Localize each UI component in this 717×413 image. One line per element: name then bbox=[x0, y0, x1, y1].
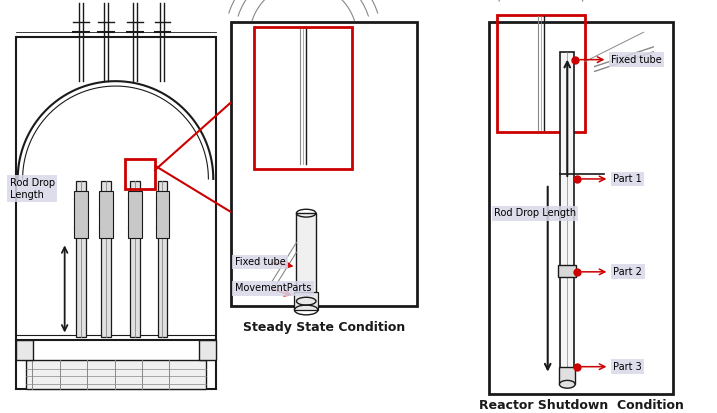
Text: MovementParts: MovementParts bbox=[234, 283, 311, 294]
Bar bbox=[101, 181, 110, 337]
Bar bbox=[99, 191, 113, 237]
Bar bbox=[231, 22, 417, 306]
Text: Rod Drop Length: Rod Drop Length bbox=[494, 208, 576, 218]
Text: Fixed tube: Fixed tube bbox=[234, 257, 285, 267]
Bar bbox=[255, 27, 352, 169]
Text: Part 2: Part 2 bbox=[613, 267, 642, 277]
Bar bbox=[130, 181, 140, 337]
Bar bbox=[128, 191, 142, 237]
Bar bbox=[16, 340, 34, 360]
Bar bbox=[158, 181, 167, 337]
Bar bbox=[296, 213, 316, 301]
Text: Steady State Condition: Steady State Condition bbox=[242, 321, 405, 334]
Bar bbox=[75, 191, 88, 237]
Text: Fixed tube: Fixed tube bbox=[612, 55, 662, 65]
Text: Part 3: Part 3 bbox=[613, 362, 642, 372]
Bar bbox=[199, 340, 217, 360]
Bar bbox=[559, 265, 576, 277]
Ellipse shape bbox=[559, 380, 575, 388]
Bar bbox=[561, 52, 574, 384]
Bar bbox=[156, 191, 169, 237]
Text: Part 1: Part 1 bbox=[613, 174, 642, 184]
Bar bbox=[497, 15, 585, 132]
Bar bbox=[125, 159, 155, 189]
Bar bbox=[26, 360, 206, 389]
Bar bbox=[489, 22, 673, 394]
Bar bbox=[559, 367, 575, 384]
Bar bbox=[77, 181, 86, 337]
Bar bbox=[16, 37, 217, 389]
Bar bbox=[295, 292, 318, 310]
Text: Rod Drop
Length: Rod Drop Length bbox=[10, 178, 55, 199]
Text: Reactor Shutdown  Condition: Reactor Shutdown Condition bbox=[478, 399, 683, 412]
